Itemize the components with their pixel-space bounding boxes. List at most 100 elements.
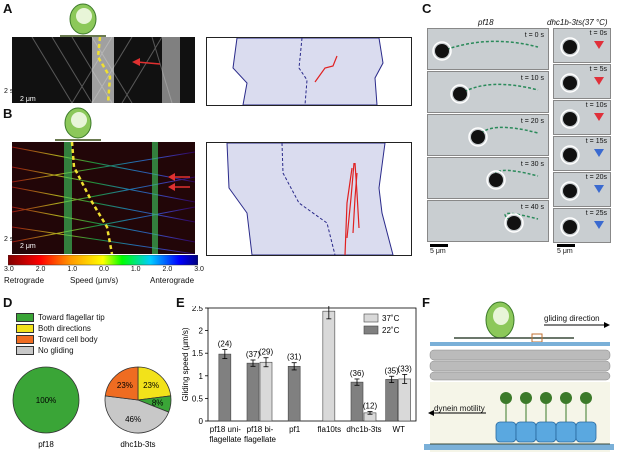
pie-caption: dhc1b-3ts <box>120 440 155 449</box>
legend-d-item: Toward flagellar tip <box>16 313 105 322</box>
micro-frame-right: t = 20s <box>553 172 611 207</box>
bar <box>287 366 301 422</box>
pie-caption: pf18 <box>38 440 54 449</box>
micro-time-label: t = 10s <box>585 102 607 109</box>
micro-time-label: t = 25s <box>585 210 607 217</box>
pie-slice-label: 8% <box>152 398 164 407</box>
micro-frame-drawing <box>560 181 604 201</box>
legend-label: Toward flagellar tip <box>38 313 105 322</box>
micro-frame-drawing <box>560 37 604 57</box>
micro-frame-drawing <box>560 109 604 129</box>
sample-size-label: (31) <box>287 353 302 362</box>
panel-label-d: D <box>3 295 13 310</box>
legend-swatch <box>16 335 34 344</box>
scalebar-right <box>557 244 575 247</box>
diagram-b <box>206 142 412 256</box>
micro-frame-drawing <box>560 145 604 165</box>
bar <box>398 378 411 422</box>
legend-d-item: Both directions <box>16 324 91 333</box>
legend-swatch <box>363 325 379 335</box>
panel-label-a: A <box>3 1 13 16</box>
colorbar-tick: 3.0 <box>4 266 14 273</box>
sample-size-label: (37) <box>246 350 261 359</box>
panel-label-b: B <box>3 106 13 121</box>
dynein-motility-label: dynein motility <box>434 404 485 413</box>
kymograph-a-traces <box>12 37 195 103</box>
legend-swatch <box>16 346 34 355</box>
plot-frame <box>207 307 417 422</box>
kymograph-a <box>12 37 195 103</box>
pie-slice <box>104 395 170 434</box>
micro-frame-left: t = 0 s <box>427 28 549 70</box>
x-group-label: pf18 uni- <box>210 425 241 434</box>
cell-icon-b <box>55 107 101 141</box>
legend-label: Toward cell body <box>38 335 98 344</box>
micro-left-scale: 5 μm <box>430 248 446 255</box>
pie-charts: 100% pf18 23% 8% 46% 23% dhc1b-3ts <box>12 366 172 449</box>
dynein-schematic <box>424 301 614 452</box>
gliding-direction-label: gliding direction <box>544 314 600 323</box>
x-group-label: flagellate <box>244 435 277 444</box>
diagram-a-drawing <box>232 37 384 106</box>
sample-size-label: (12) <box>363 402 378 411</box>
legend-label: 22˚C <box>382 326 400 335</box>
bar <box>385 379 398 422</box>
dist-scale-b: 2 μm <box>20 243 36 250</box>
x-group-label: WT <box>392 425 405 434</box>
time-scale-b: 2 s <box>4 236 14 243</box>
pie-slice <box>12 366 80 434</box>
panel-label-c: C <box>422 1 432 16</box>
x-group-label: flagellate <box>209 435 242 444</box>
x-group-label: dhc1b-3ts <box>346 425 381 434</box>
bar-chart: 0 0.5 1 1.5 2 2.5 Gliding speed (μm/s) (24) pf18… <box>181 306 417 444</box>
y-tick-label: 2.5 <box>192 306 204 313</box>
colorbar-tick: 0.0 <box>99 266 109 273</box>
colorbar-tick: 1.0 <box>130 266 141 273</box>
micro-time-label: t = 30 s <box>520 161 544 168</box>
legend-d-item: No gliding <box>16 346 74 355</box>
scalebar-left <box>430 244 448 247</box>
legend-label: No gliding <box>38 346 74 355</box>
panel-label-e: E <box>176 295 185 310</box>
colorbar-tick: 2.0 <box>162 266 173 273</box>
cell-icon-a <box>60 3 106 37</box>
micro-left-title: pf18 <box>478 18 494 27</box>
sample-size-label: (24) <box>218 340 233 349</box>
micro-frame-drawing <box>486 169 539 190</box>
micro-frame-right: t = 10s <box>553 100 611 135</box>
micro-frame-left: t = 40 s <box>427 200 549 242</box>
micro-frame-drawing <box>560 73 604 93</box>
sample-size-label: (29) <box>259 348 274 357</box>
micro-frame-right: t = 5s <box>553 64 611 99</box>
micro-frame-drawing <box>504 212 539 233</box>
pie-slice-label: 23% <box>117 381 133 390</box>
bar <box>259 361 273 422</box>
micro-frame-right: t = 15s <box>553 136 611 171</box>
y-tick-label: 1.5 <box>192 349 204 358</box>
micro-time-label: t = 10 s <box>520 75 544 82</box>
y-tick-label: 2 <box>199 327 204 336</box>
pie-slice-label: 100% <box>36 396 56 405</box>
legend-d-item: Toward cell body <box>16 335 98 344</box>
colorbar-right-label: Anterograde <box>150 276 195 285</box>
micro-frame-drawing <box>450 83 539 104</box>
bar <box>322 310 336 422</box>
bar <box>218 353 232 422</box>
x-group-label: pf18 bi- <box>247 425 274 434</box>
time-scale-a: 2 s <box>4 88 14 95</box>
sample-size-label: (33) <box>398 364 413 373</box>
micro-time-label: t = 20s <box>585 174 607 181</box>
micro-time-label: t = 20 s <box>520 118 544 125</box>
micro-right-title: dhc1b-3ts(37 °C) <box>547 18 608 27</box>
speed-colorbar <box>8 255 198 266</box>
micro-frame-left: t = 30 s <box>427 157 549 199</box>
y-axis-label: Gliding speed (μm/s) <box>181 327 190 401</box>
pie-slice-label: 23% <box>143 381 159 390</box>
panel-label-f: F <box>422 295 430 310</box>
legend-label: 37˚C <box>382 314 400 323</box>
micro-frame-right: t = 0s <box>553 28 611 63</box>
micro-time-label: t = 40 s <box>520 204 544 211</box>
x-group-label: pf1 <box>289 425 301 434</box>
kymograph-b-traces <box>12 142 195 254</box>
micro-time-label: t = 5s <box>589 66 607 73</box>
